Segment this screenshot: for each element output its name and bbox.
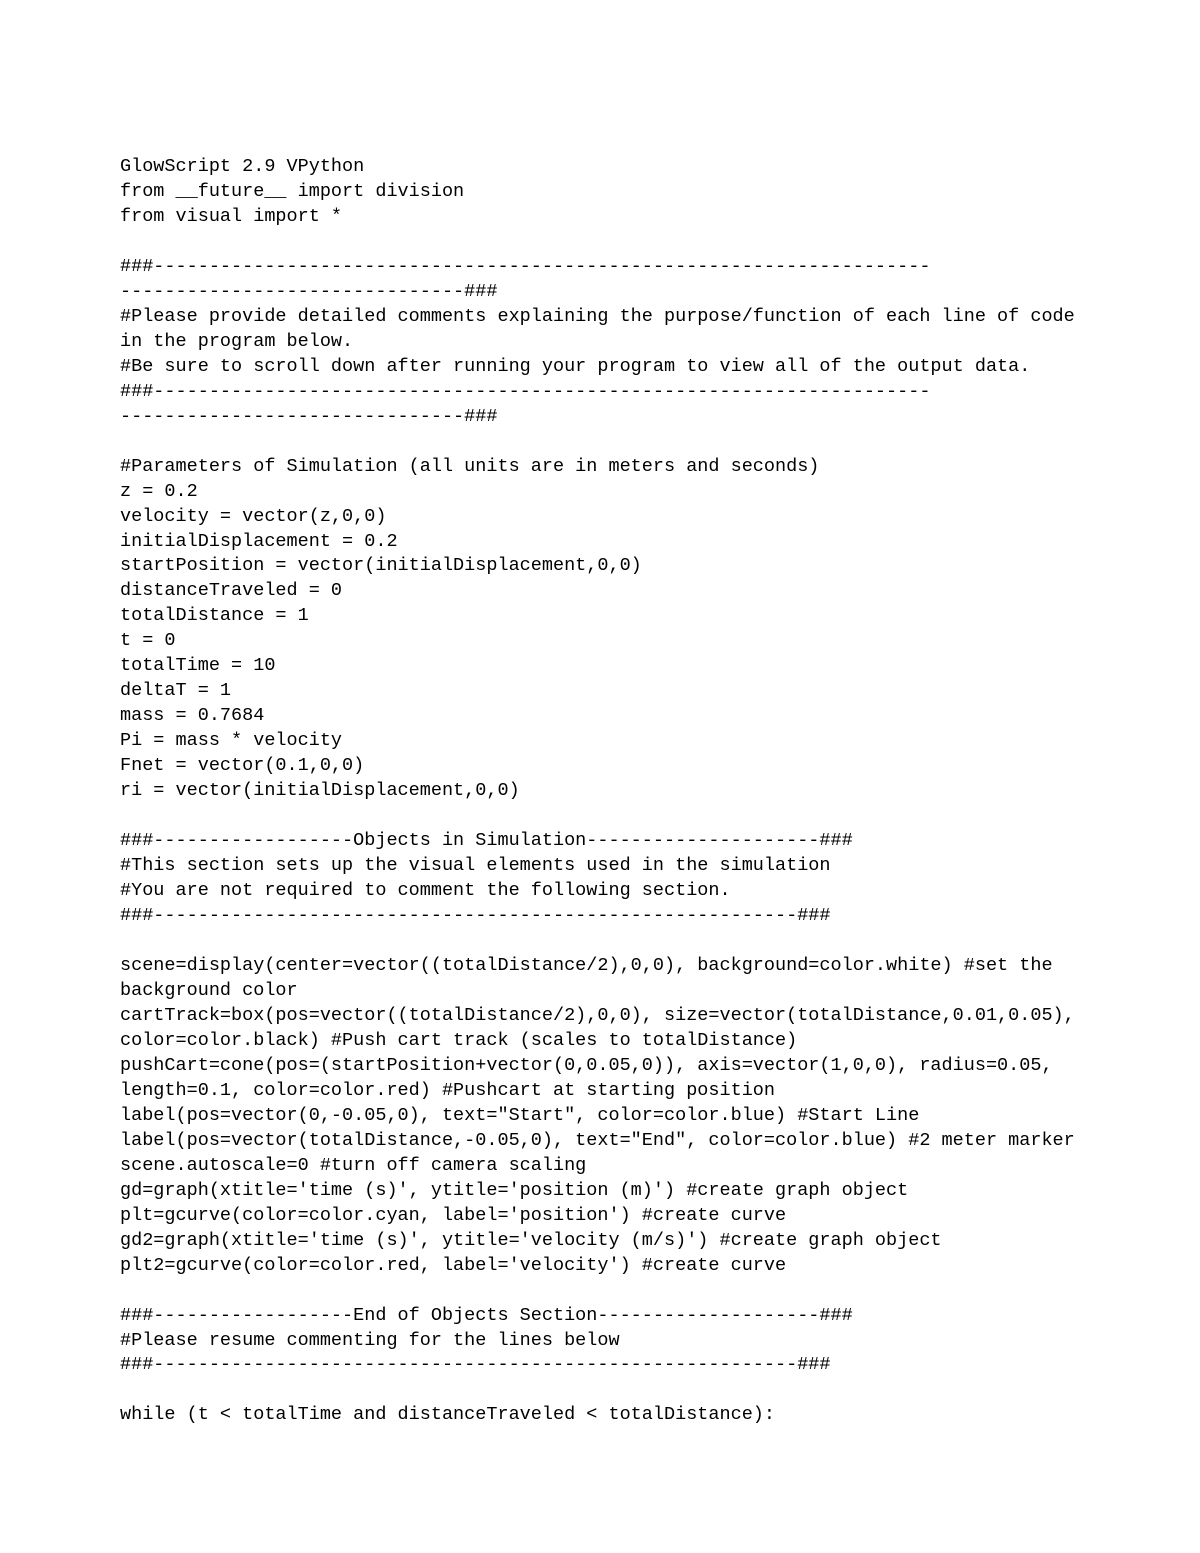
code-line: Fnet = vector(0.1,0,0) — [120, 755, 364, 776]
code-line: cartTrack=box(pos=vector((totalDistance/… — [120, 1005, 1097, 1051]
code-line: distanceTraveled = 0 — [120, 580, 342, 601]
code-line: totalDistance = 1 — [120, 605, 309, 626]
code-line: plt2=gcurve(color=color.red, label='velo… — [120, 1255, 786, 1276]
code-line: ###-------------------------------------… — [120, 905, 831, 926]
code-line: ###-------------------------------------… — [120, 256, 930, 277]
code-line: from __future__ import division — [120, 181, 464, 202]
code-line: deltaT = 1 — [120, 680, 231, 701]
code-line: from visual import * — [120, 206, 342, 227]
code-line: ###-------------------------------------… — [120, 381, 930, 402]
code-line: gd2=graph(xtitle='time (s)', ytitle='vel… — [120, 1230, 942, 1251]
code-line: ###------------------Objects in Simulati… — [120, 830, 853, 851]
code-line: totalTime = 10 — [120, 655, 275, 676]
code-line: ri = vector(initialDisplacement,0,0) — [120, 780, 520, 801]
code-line: #This section sets up the visual element… — [120, 855, 831, 876]
code-line: GlowScript 2.9 VPython — [120, 156, 364, 177]
code-line: pushCart=cone(pos=(startPosition+vector(… — [120, 1055, 1064, 1101]
code-line: #Be sure to scroll down after running yo… — [120, 356, 1030, 377]
code-line: scene=display(center=vector((totalDistan… — [120, 955, 1064, 1001]
code-line: -------------------------------### — [120, 406, 497, 427]
code-line: #You are not required to comment the fol… — [120, 880, 731, 901]
code-line: mass = 0.7684 — [120, 705, 264, 726]
code-line: z = 0.2 — [120, 481, 198, 502]
code-line: -------------------------------### — [120, 281, 497, 302]
code-line: scene.autoscale=0 #turn off camera scali… — [120, 1155, 586, 1176]
code-line: ###------------------End of Objects Sect… — [120, 1305, 853, 1326]
code-line: #Please provide detailed comments explai… — [120, 306, 1086, 352]
code-line: gd=graph(xtitle='time (s)', ytitle='posi… — [120, 1180, 908, 1201]
code-line: label(pos=vector(0,-0.05,0), text="Start… — [120, 1105, 919, 1126]
code-line: startPosition = vector(initialDisplaceme… — [120, 555, 642, 576]
code-line: velocity = vector(z,0,0) — [120, 506, 386, 527]
code-line: plt=gcurve(color=color.cyan, label='posi… — [120, 1205, 786, 1226]
code-document: GlowScript 2.9 VPython from __future__ i… — [0, 0, 1200, 1553]
code-line: label(pos=vector(totalDistance,-0.05,0),… — [120, 1130, 1075, 1151]
code-line: ###-------------------------------------… — [120, 1354, 831, 1375]
code-line: #Please resume commenting for the lines … — [120, 1330, 620, 1351]
code-line: Pi = mass * velocity — [120, 730, 342, 751]
code-line: t = 0 — [120, 630, 176, 651]
code-line: #Parameters of Simulation (all units are… — [120, 456, 819, 477]
code-line: initialDisplacement = 0.2 — [120, 531, 398, 552]
code-line: while (t < totalTime and distanceTravele… — [120, 1404, 775, 1425]
